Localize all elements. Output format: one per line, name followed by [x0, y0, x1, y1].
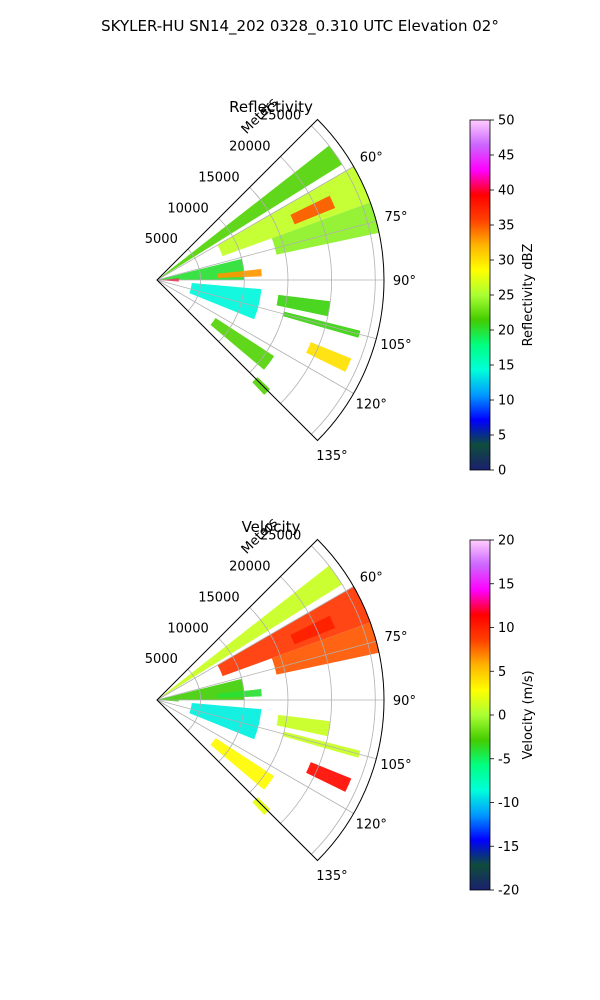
echo-cell — [252, 377, 271, 395]
azimuth-tick-label: 120° — [356, 818, 387, 833]
echo-cell — [217, 689, 262, 698]
colorbar-label: Reflectivity dBZ — [521, 244, 536, 347]
colorbar-tick-label: 10 — [498, 621, 515, 636]
azimuth-gridline — [156, 220, 377, 281]
colorbar-tick-label: 5 — [498, 429, 506, 444]
range-tick-label: 20000 — [229, 560, 270, 575]
colorbar-tick-label: 30 — [498, 254, 515, 269]
azimuth-tick-label: 135° — [316, 869, 347, 884]
echo-cell — [306, 762, 352, 792]
echo-cell — [252, 797, 271, 815]
colorbar-tick-label: 50 — [498, 114, 515, 129]
azimuth-tick-label: 90° — [393, 694, 416, 709]
echo-cell — [157, 565, 343, 700]
azimuth-tick-label: 60° — [360, 150, 383, 165]
azimuth-tick-label: 135° — [316, 449, 347, 464]
panel-title: Reflectivity — [229, 98, 313, 116]
azimuth-gridline — [156, 586, 354, 701]
colorbar-tick-label: 40 — [498, 184, 515, 199]
azimuth-gridline — [156, 699, 354, 814]
echo-cell — [271, 202, 380, 255]
azimuth-gridline — [156, 640, 377, 701]
colorbar-tick-label: 35 — [498, 219, 515, 234]
echo-cell — [282, 311, 361, 338]
colorbar-tick-label: 20 — [498, 534, 515, 549]
colorbar-tick-label: -20 — [498, 884, 519, 899]
azimuth-tick-label: 60° — [360, 570, 383, 585]
colorbar-tick-label: 0 — [498, 709, 506, 724]
echo-cell — [210, 738, 275, 790]
azimuth-tick-label: 120° — [356, 398, 387, 413]
range-tick-label: 15000 — [198, 170, 239, 185]
echo-cell — [217, 269, 262, 278]
reflectivity-panel: Reflectivity500010000150002000025000Mete… — [145, 95, 536, 478]
echo-cell — [290, 195, 336, 225]
echo-cell — [276, 714, 331, 737]
echo-cell — [306, 342, 352, 372]
range-tick-label: 5000 — [145, 232, 178, 247]
colorbar-tick-label: 10 — [498, 394, 515, 409]
azimuth-tick-label: 90° — [393, 274, 416, 289]
echo-cell — [217, 586, 371, 677]
colorbar-tick-label: -5 — [498, 752, 511, 767]
colorbar-label: Velocity (m/s) — [521, 670, 536, 759]
sector-outline — [156, 118, 385, 442]
echo-cell — [271, 622, 380, 675]
range-tick-label: 25000 — [260, 529, 301, 544]
echo-cell — [157, 145, 343, 280]
echo-cell — [217, 166, 371, 257]
azimuth-gridline — [156, 279, 377, 340]
range-tick-label: 15000 — [198, 590, 239, 605]
colorbar-tick-label: 25 — [498, 289, 515, 304]
azimuth-tick-label: 105° — [380, 338, 411, 353]
echo-cell — [290, 615, 336, 645]
colorbar-tick-label: -10 — [498, 796, 519, 811]
sector-outline — [156, 538, 385, 862]
colorbar-tick-label: 15 — [498, 359, 515, 374]
colorbar — [469, 539, 491, 891]
azimuth-tick-label: 75° — [384, 210, 407, 225]
range-tick-label: 20000 — [229, 140, 270, 155]
colorbar-tick-label: 20 — [498, 324, 515, 339]
colorbar-tick-label: 15 — [498, 577, 515, 592]
azimuth-tick-label: 75° — [384, 630, 407, 645]
range-tick-label: 10000 — [167, 621, 208, 636]
azimuth-tick-label: 105° — [380, 758, 411, 773]
colorbar-tick-label: 45 — [498, 149, 515, 164]
range-tick-label: 25000 — [260, 109, 301, 124]
colorbar-tick-label: 0 — [498, 464, 506, 479]
range-tick-label: 10000 — [167, 201, 208, 216]
echo-cell — [282, 731, 361, 758]
echo-cell — [210, 318, 275, 370]
echo-cell — [276, 294, 331, 317]
azimuth-gridline — [156, 699, 377, 760]
panel-title: Velocity — [242, 518, 301, 536]
range-tick-label: 5000 — [145, 652, 178, 667]
colorbar-tick-label: 5 — [498, 665, 506, 680]
colorbar-tick-label: -15 — [498, 840, 519, 855]
azimuth-gridline — [156, 166, 354, 281]
azimuth-gridline — [156, 279, 354, 394]
colorbar — [469, 119, 491, 471]
figure-suptitle: SKYLER-HU SN14_202 0328_0.310 UTC Elevat… — [101, 17, 499, 36]
velocity-panel: Velocity500010000150002000025000Meters60… — [145, 515, 536, 898]
